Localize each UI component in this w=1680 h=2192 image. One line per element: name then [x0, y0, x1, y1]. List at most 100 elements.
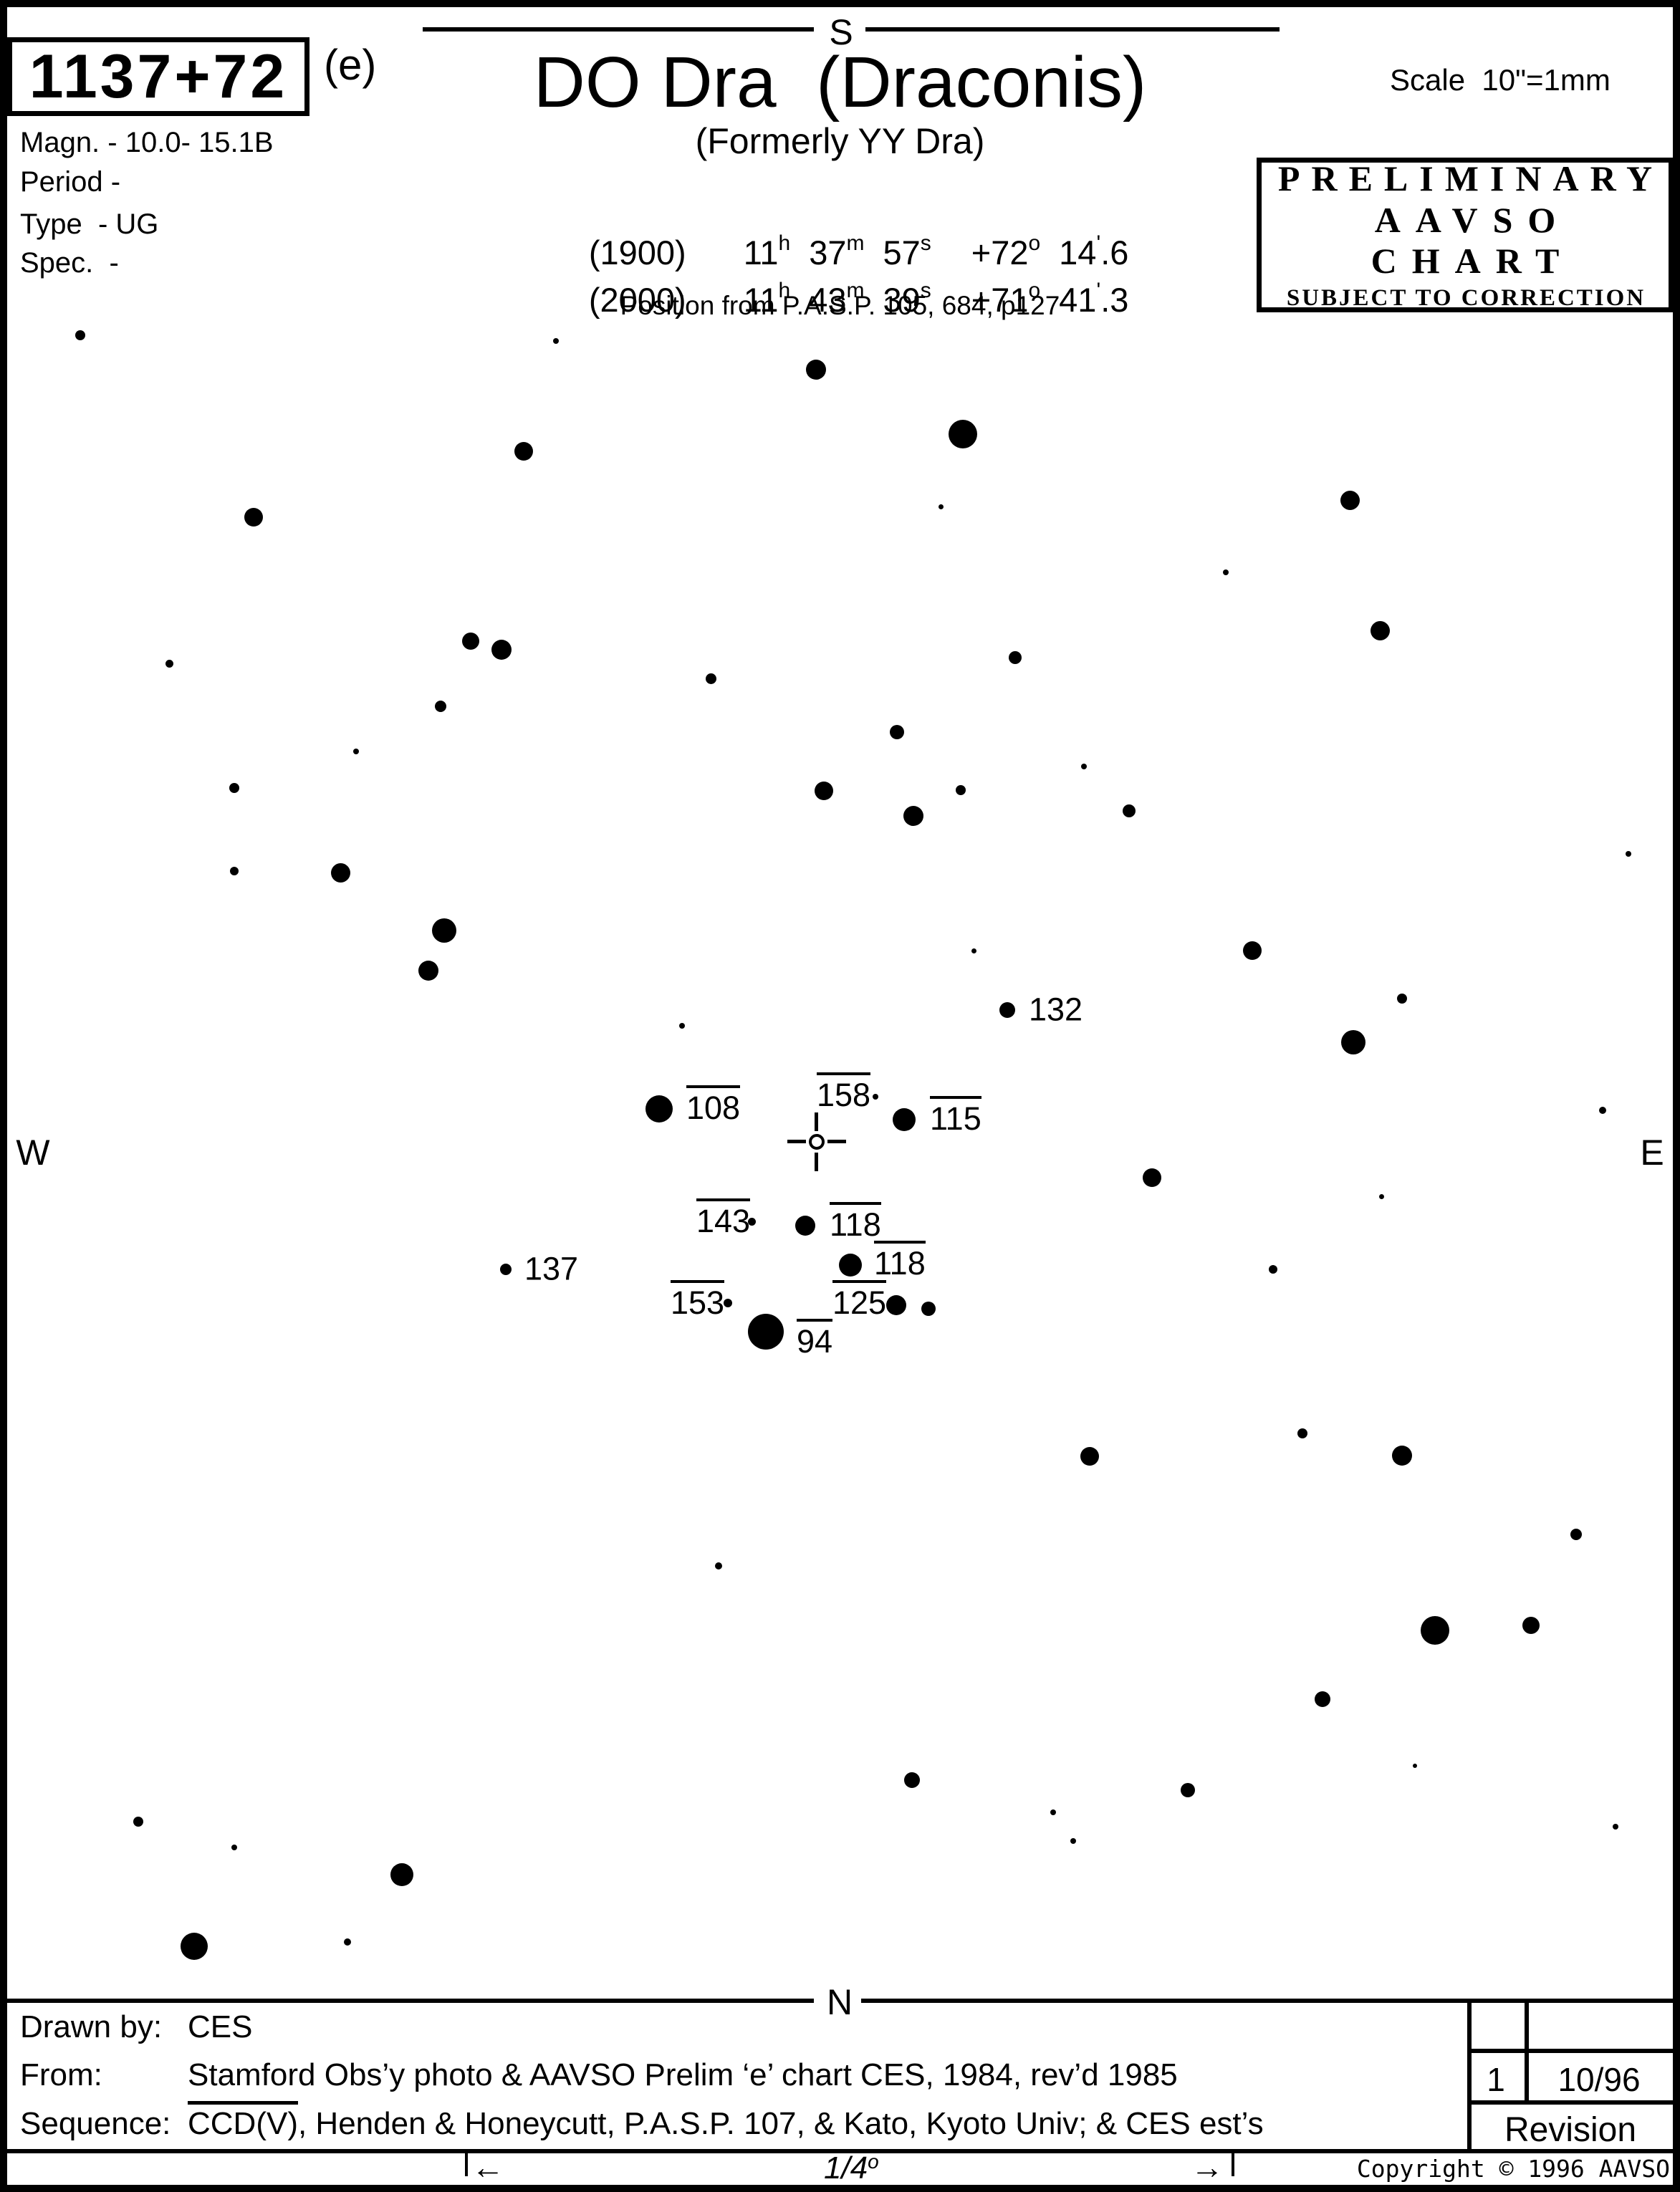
from-label: From:: [20, 2057, 102, 2092]
scale-bar-label: 1/4o: [824, 2150, 879, 2186]
field-star: [890, 725, 904, 739]
field-star: [344, 1938, 351, 1946]
south-marker-line-right: [865, 27, 1280, 32]
designation: 1137+72: [29, 42, 288, 111]
variable-marker-dash-left: [787, 1140, 806, 1143]
field-star: [679, 1023, 685, 1029]
coordinates-2000: (2000) 11h 43m 39s +71o 41'.3: [0, 239, 1680, 359]
star-subtitle: (Formerly YY Dra): [695, 121, 985, 161]
field-star: [165, 659, 173, 668]
field-star: [1143, 1168, 1161, 1187]
compass-south-label: S: [821, 11, 861, 53]
copyright-notice: Copyright © 1996 AAVSO: [1356, 2155, 1670, 2183]
north-marker-line-left: [7, 1999, 814, 2003]
sequence-overlined-part: CCD(V): [188, 2101, 298, 2141]
field-star: [75, 330, 85, 340]
field-star: [1626, 851, 1631, 857]
epoch-2000: (2000): [588, 281, 686, 319]
field-star: [956, 785, 966, 795]
comp-star-dot: [839, 1254, 862, 1277]
coordinates-1900: (1900) 11h 37m 57s +72o 14'.6: [0, 192, 1680, 312]
comp-star-dot: [748, 1314, 784, 1350]
field-star: [1315, 1691, 1330, 1707]
dec-arcminutes: 14'.6: [1059, 231, 1129, 271]
comp-star-label: 118: [874, 1241, 926, 1279]
field-star: [462, 633, 479, 650]
compass-west-label: W: [11, 1132, 54, 1173]
field-star: [903, 806, 923, 826]
ra-seconds: 57s: [883, 231, 931, 271]
field-star: [230, 867, 239, 875]
comp-star-dot: [893, 1108, 916, 1131]
scale-bar-left-tick: [465, 2153, 468, 2176]
field-star: [181, 1933, 208, 1960]
comp-star-label: 158: [817, 1072, 871, 1111]
field-star: [418, 961, 438, 981]
comp-star-label: 108: [686, 1085, 741, 1124]
comp-star-label: 143: [696, 1198, 751, 1237]
compass-north-label: N: [818, 1981, 861, 2023]
comp-star-dot: [645, 1095, 673, 1123]
variable-marker-dash-down: [815, 1153, 818, 1171]
revision-table-left-rule: [1467, 2000, 1472, 2150]
chart-suffix: (e): [324, 41, 377, 89]
field-star: [390, 1863, 413, 1886]
stamp-line-2: AAVSO CHART: [1371, 199, 1575, 282]
compass-east-label: E: [1632, 1132, 1672, 1173]
revision-date-cell: 10/96: [1557, 2061, 1641, 2098]
field-star: [330, 862, 350, 883]
stamp-line-1: PRELIMINARY: [1277, 158, 1664, 199]
ra-hours: 11h: [743, 231, 791, 271]
comp-star-label: 125: [832, 1280, 887, 1319]
field-star: [904, 1772, 920, 1788]
scale-bar-right-arrow: →: [1191, 2148, 1224, 2186]
field-star: [1081, 764, 1087, 769]
comp-star-label: 137: [524, 1250, 579, 1287]
revision-table-rule-1: [1467, 2049, 1674, 2053]
comp-star-label: 132: [1029, 991, 1083, 1028]
field-star: [1009, 651, 1022, 664]
field-star: [353, 749, 359, 754]
field-star: [1340, 490, 1360, 510]
comp-star-dot: [724, 1299, 732, 1307]
spectrum-line: Spec. -: [20, 247, 119, 279]
field-star: [1599, 1107, 1606, 1114]
designation-box: 1137+72: [7, 37, 309, 116]
field-star: [435, 701, 446, 712]
south-marker-line-left: [423, 27, 814, 32]
period-line: Period -: [20, 166, 121, 198]
field-star: [244, 508, 263, 527]
scale-bar-left-arrow: ←: [471, 2148, 504, 2186]
ra-minutes: 37m: [809, 231, 865, 271]
field-star: [1070, 1838, 1076, 1844]
stamp-line-3: SUBJECT TO CORRECTION: [1286, 284, 1646, 311]
comp-star-dot: [747, 1217, 756, 1226]
field-star: [1269, 1265, 1277, 1274]
field-star: [815, 782, 833, 800]
preliminary-stamp-box: PRELIMINARY AAVSO CHART SUBJECT TO CORRE…: [1257, 158, 1674, 312]
field-star: [1570, 1529, 1582, 1540]
footer-bottom-rule: [7, 2149, 1674, 2153]
variable-marker-circle: [809, 1134, 825, 1150]
comp-star-dot: [795, 1216, 815, 1236]
north-marker-line-right: [861, 1999, 1674, 2003]
variable-marker-dash-up: [815, 1112, 818, 1131]
dec-degrees: +71o: [971, 279, 1041, 319]
variable-marker-dash-right: [827, 1140, 846, 1143]
revision-number-cell: 1: [1487, 2061, 1505, 2098]
field-star: [715, 1562, 722, 1570]
field-star: [432, 918, 456, 943]
field-star: [1243, 941, 1262, 960]
field-star: [1370, 620, 1390, 640]
drawn-by-value: CES: [188, 2009, 253, 2044]
position-source: Position from P.A.S.P. 105, 684, p127: [620, 291, 1060, 320]
dec-degrees: +72o: [971, 231, 1041, 271]
magnitude-line: Magn. - 10.0- 15.1B: [20, 127, 274, 158]
field-star: [921, 1302, 936, 1316]
revision-table-rule-2: [1467, 2100, 1674, 2105]
field-star: [705, 673, 716, 684]
field-star: [514, 442, 533, 461]
comp-star-label: 153: [671, 1280, 725, 1319]
comp-star-label: 94: [797, 1319, 833, 1357]
